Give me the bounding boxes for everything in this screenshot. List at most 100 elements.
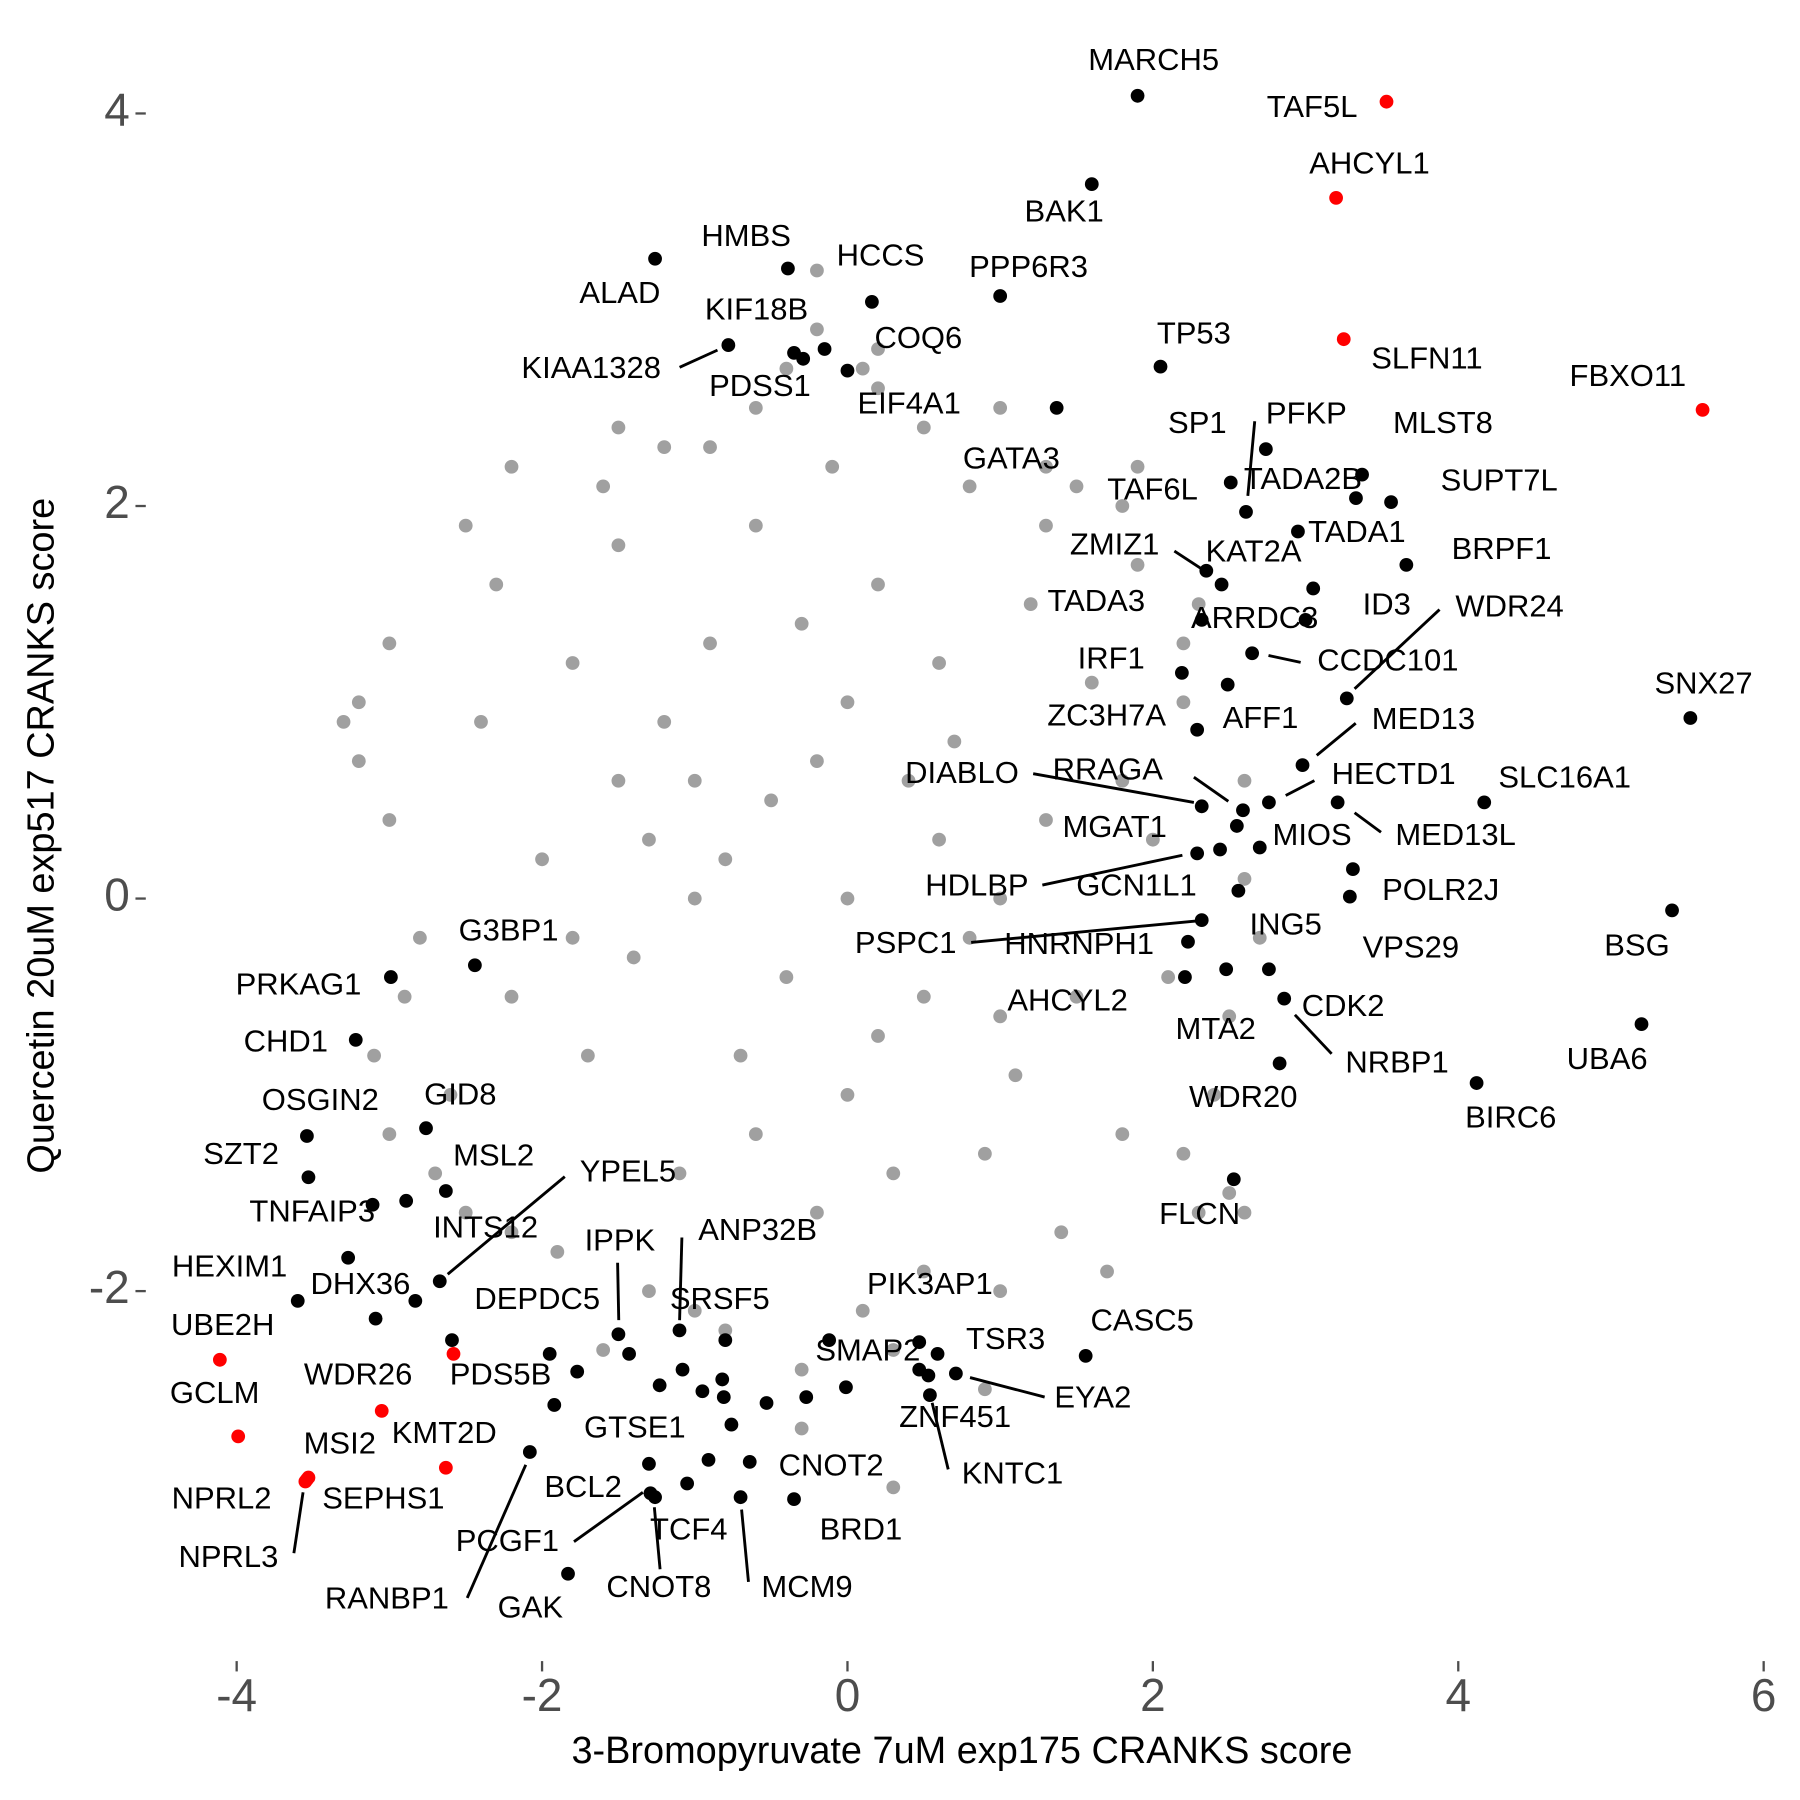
leader-line <box>1032 772 1195 804</box>
point-label: MLST8 <box>1393 405 1493 440</box>
point <box>467 958 482 973</box>
point-label: KMT2D <box>392 1415 497 1450</box>
x-axis-label: 3-Bromopyruvate 7uM exp175 CRANKS score <box>571 1730 1352 1772</box>
point <box>1342 889 1357 904</box>
point <box>382 813 397 827</box>
point-label: MED13 <box>1372 701 1475 736</box>
point <box>978 1382 992 1397</box>
point-label: SLC16A1 <box>1498 760 1631 795</box>
point-label: OSGIN2 <box>262 1082 379 1117</box>
leader-line <box>1315 722 1357 757</box>
point-label: SZT2 <box>203 1136 279 1171</box>
point <box>1207 1087 1221 1102</box>
point <box>810 322 824 337</box>
point <box>840 891 855 906</box>
point-label: SLFN11 <box>1371 341 1482 376</box>
point <box>1084 177 1099 192</box>
leader-line <box>1268 654 1301 664</box>
point <box>1008 1068 1023 1083</box>
point-label: TADA1 <box>1308 514 1406 549</box>
point <box>1220 677 1235 692</box>
point <box>794 1362 809 1377</box>
point-label: NPRL3 <box>178 1539 278 1574</box>
point <box>1477 795 1492 810</box>
point <box>1194 913 1209 928</box>
point-label: BRPF1 <box>1452 531 1552 566</box>
point-label: DEPDC5 <box>474 1281 600 1316</box>
x-tick-label: 6 <box>1751 1669 1777 1721</box>
point <box>733 1490 748 1505</box>
point <box>550 1244 565 1259</box>
point-label: GATA3 <box>963 441 1060 476</box>
point-label: IPPK <box>585 1222 656 1257</box>
point <box>1191 1205 1206 1220</box>
point <box>445 1333 459 1348</box>
point <box>718 1333 733 1348</box>
point <box>231 1429 246 1444</box>
y-tick-label: -2 <box>89 1261 130 1313</box>
point <box>443 1087 458 1102</box>
point <box>1100 1264 1114 1279</box>
point-label: PDSS1 <box>709 368 811 403</box>
point <box>923 1388 937 1403</box>
point <box>611 773 626 788</box>
point <box>779 970 794 984</box>
point <box>622 1347 636 1361</box>
point <box>1226 1172 1241 1187</box>
point <box>1054 1225 1069 1240</box>
point <box>1634 1017 1649 1032</box>
point <box>1379 94 1394 109</box>
point <box>1039 518 1053 533</box>
y-tick-label: 2 <box>104 476 130 528</box>
leader-line <box>930 1402 950 1470</box>
point <box>687 1303 702 1318</box>
point <box>1176 695 1191 710</box>
point <box>504 1225 519 1240</box>
point <box>1223 475 1238 490</box>
point <box>504 459 519 474</box>
point <box>993 1009 1008 1024</box>
point-label: HCCS <box>837 237 925 272</box>
point <box>718 852 733 867</box>
leader-line <box>1285 779 1316 797</box>
point <box>1277 991 1292 1006</box>
point-label: TADA3 <box>1048 583 1146 618</box>
point <box>912 1335 927 1350</box>
point <box>781 261 795 276</box>
point <box>886 1343 901 1357</box>
point-label: MIOS <box>1273 817 1352 852</box>
point-label: CCDC101 <box>1317 643 1458 678</box>
point <box>1239 505 1253 519</box>
point <box>458 518 473 533</box>
point-label: PIK3AP1 <box>867 1266 993 1301</box>
leader-line <box>446 1175 566 1276</box>
point <box>742 1454 757 1469</box>
point <box>993 289 1008 303</box>
point <box>1069 989 1084 1004</box>
point-label: MTA2 <box>1176 1011 1256 1046</box>
point-label: MGAT1 <box>1062 809 1166 844</box>
point <box>570 1364 585 1379</box>
point-label: VPS29 <box>1363 930 1459 965</box>
point-label: RANBP1 <box>325 1580 449 1615</box>
leader-line <box>971 919 1200 944</box>
point-label: CNOT2 <box>779 1447 884 1482</box>
point-label: MARCH5 <box>1088 42 1219 77</box>
point-label: ING5 <box>1250 907 1322 942</box>
point-label: PFKP <box>1266 396 1347 431</box>
point-label: NRBP1 <box>1345 1044 1448 1079</box>
point <box>596 479 611 494</box>
point <box>916 1264 931 1279</box>
point <box>715 1372 730 1387</box>
point-label: POLR2J <box>1382 872 1499 907</box>
point <box>1237 773 1252 788</box>
point <box>810 263 824 278</box>
point <box>1252 840 1267 855</box>
point <box>825 459 840 474</box>
leader-line <box>1042 853 1183 887</box>
point-label: BRD1 <box>820 1512 903 1547</box>
point <box>565 930 580 945</box>
point-label: MCM9 <box>761 1569 852 1604</box>
point <box>695 1384 710 1399</box>
point <box>596 1343 611 1357</box>
